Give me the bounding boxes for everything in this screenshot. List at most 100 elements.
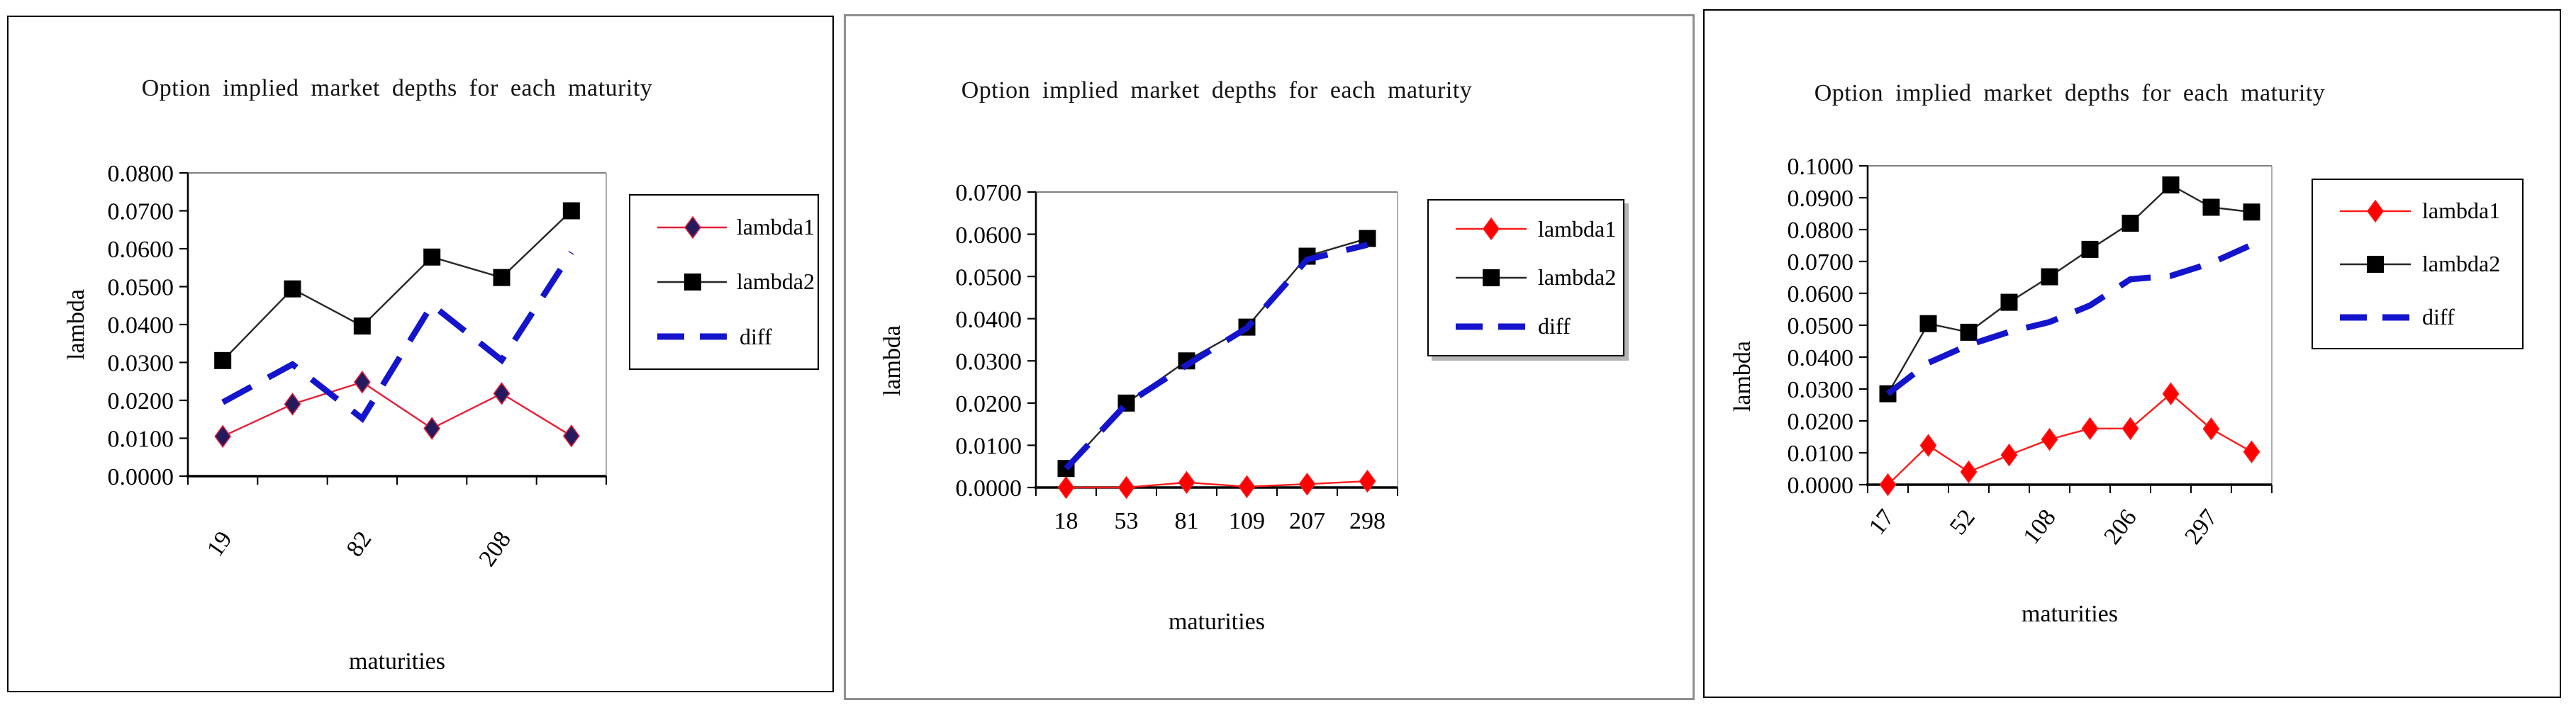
y-tick-label: 0.0700 (108, 199, 174, 225)
legend-label: diff (2422, 304, 2455, 329)
series-lambda2 (1057, 230, 1376, 478)
chart-title: Option implied market depths for each ma… (1814, 80, 2326, 106)
axes: 0.0000 0.0100 0.0200 0.0300 0.0400 0.0500 0.06… (108, 161, 607, 571)
diamond-marker (284, 393, 301, 416)
series-lambda2 (1879, 176, 2260, 402)
y-tick-label: 0.0600 (108, 237, 174, 263)
legend-label: lambda2 (736, 269, 815, 295)
chart-panel-middle[interactable]: Option implied market depths for each ma… (844, 14, 1695, 700)
square-marker (562, 202, 580, 220)
legend-item-lambda2: lambda2 (1454, 264, 1620, 291)
legend-marker-lambda1 (2340, 199, 2411, 222)
diamond-marker (1919, 434, 1937, 457)
axes: 0.0000 0.0100 0.0200 0.0300 0.0400 0.0500 0.06… (956, 180, 1398, 534)
series-diff (1885, 242, 2253, 397)
diamond-marker (2041, 427, 2058, 451)
legend-marker-lambda1 (1456, 218, 1527, 241)
y-tick-label: 0.0400 (956, 307, 1022, 333)
square-marker (284, 280, 301, 298)
x-tick-label: 19 (202, 526, 238, 561)
legend-marker-diff (2340, 314, 2411, 320)
y-tick-label: 0.0300 (108, 351, 174, 377)
legend-item-diff: diff (1454, 313, 1620, 339)
x-tick-label: 207 (1289, 508, 1325, 534)
y-tick-label: 0.0300 (1788, 377, 1854, 403)
y-tick-label: 0.0200 (956, 391, 1022, 417)
y-tick-label: 0.0800 (108, 161, 174, 187)
square-marker (1960, 323, 1978, 341)
diamond-marker (2162, 382, 2180, 406)
chart-panel-left[interactable]: Option implied market depths for each ma… (7, 16, 834, 692)
y-tick-label: 0.0400 (1788, 345, 1854, 371)
series-diff (221, 251, 574, 423)
y-tick-label: 0.0000 (1788, 473, 1854, 499)
x-tick-label: 108 (2018, 505, 2061, 549)
y-tick-label: 0.0400 (108, 312, 174, 339)
legend-box: lambda1 lambda2 diff (1427, 199, 1624, 356)
legend-box: lambda1 lambda2 diff (2312, 179, 2524, 349)
y-tick-label: 0.0700 (956, 180, 1022, 206)
diamond-marker (423, 417, 441, 440)
legend-item-diff: diff (656, 324, 815, 350)
square-marker (2081, 240, 2099, 258)
y-tick-label: 0.0000 (108, 464, 174, 490)
series-lambda1 (1057, 469, 1376, 500)
legend-item-diff: diff (2338, 304, 2519, 330)
y-tick-label: 0.0700 (1788, 249, 1854, 276)
legend-label: lambda1 (736, 214, 815, 240)
legend-label: diff (740, 323, 772, 349)
diamond-marker (1879, 473, 1897, 497)
diamond-marker (2081, 417, 2099, 441)
x-tick-label: 81 (1175, 508, 1199, 534)
diamond-marker (562, 424, 580, 448)
plot-area: 0.0000 0.0100 0.0200 0.0300 0.0400 0.0500 0.06… (1788, 154, 2273, 549)
y-tick-label: 0.0100 (108, 427, 174, 453)
y-tick-label: 0.0200 (1788, 409, 1854, 435)
plot-area: 0.0000 0.0100 0.0200 0.0300 0.0400 0.0500 0.06… (108, 161, 607, 571)
y-tick-label: 0.1000 (1788, 154, 1854, 180)
square-marker (2162, 176, 2180, 193)
y-tick-label: 0.0600 (956, 222, 1022, 249)
axes: 0.0000 0.0100 0.0200 0.0300 0.0400 0.0500 0.06… (1788, 154, 2273, 549)
diamond-marker (2000, 443, 2018, 467)
diamond-marker (493, 382, 511, 405)
y-tick-label: 0.0000 (956, 475, 1022, 502)
diamond-marker (1960, 460, 1978, 484)
legend-label: diff (1538, 313, 1571, 339)
chart-panel-right[interactable]: Option implied market depths for each ma… (1703, 9, 2561, 698)
square-marker (423, 248, 441, 266)
square-marker (214, 351, 232, 369)
legend-marker-lambda1 (657, 215, 727, 239)
diamond-marker (1359, 469, 1376, 493)
series-lambda1 (214, 371, 580, 449)
y-tick-label: 0.0600 (1788, 281, 1854, 308)
y-tick-label: 0.0100 (1788, 441, 1854, 467)
square-marker (2121, 215, 2139, 232)
diamond-marker (214, 424, 232, 449)
y-tick-label: 0.0800 (1788, 218, 1854, 244)
diamond-marker (2243, 440, 2260, 463)
y-tick-label: 0.0200 (108, 388, 174, 415)
x-tick-label: 206 (2099, 505, 2142, 549)
x-tick-label: 52 (1945, 505, 1980, 540)
series-diff (1064, 242, 1368, 471)
legend-box: lambda1 lambda2 diff (629, 194, 819, 370)
y-tick-label: 0.0500 (108, 275, 174, 301)
legend-item-lambda1: lambda1 (2338, 198, 2519, 224)
series-lambda1 (1879, 382, 2260, 497)
series-lambda2 (214, 202, 580, 369)
legend-label: lambda1 (2422, 198, 2501, 223)
square-marker (1919, 315, 1937, 332)
diamond-marker (1057, 475, 1075, 500)
square-marker (353, 317, 371, 335)
diamond-marker (1117, 475, 1135, 500)
diamond-marker (353, 371, 371, 394)
y-tick-label: 0.0300 (956, 349, 1022, 376)
y-tick-label: 0.0900 (1788, 186, 1854, 212)
square-marker (2202, 198, 2220, 216)
chart-title: Option implied market depths for each ma… (141, 75, 653, 101)
diamond-marker (1298, 472, 1316, 496)
legend-item-lambda2: lambda2 (2338, 251, 2519, 277)
square-marker (493, 269, 511, 286)
legend-item-lambda1: lambda1 (656, 214, 815, 240)
